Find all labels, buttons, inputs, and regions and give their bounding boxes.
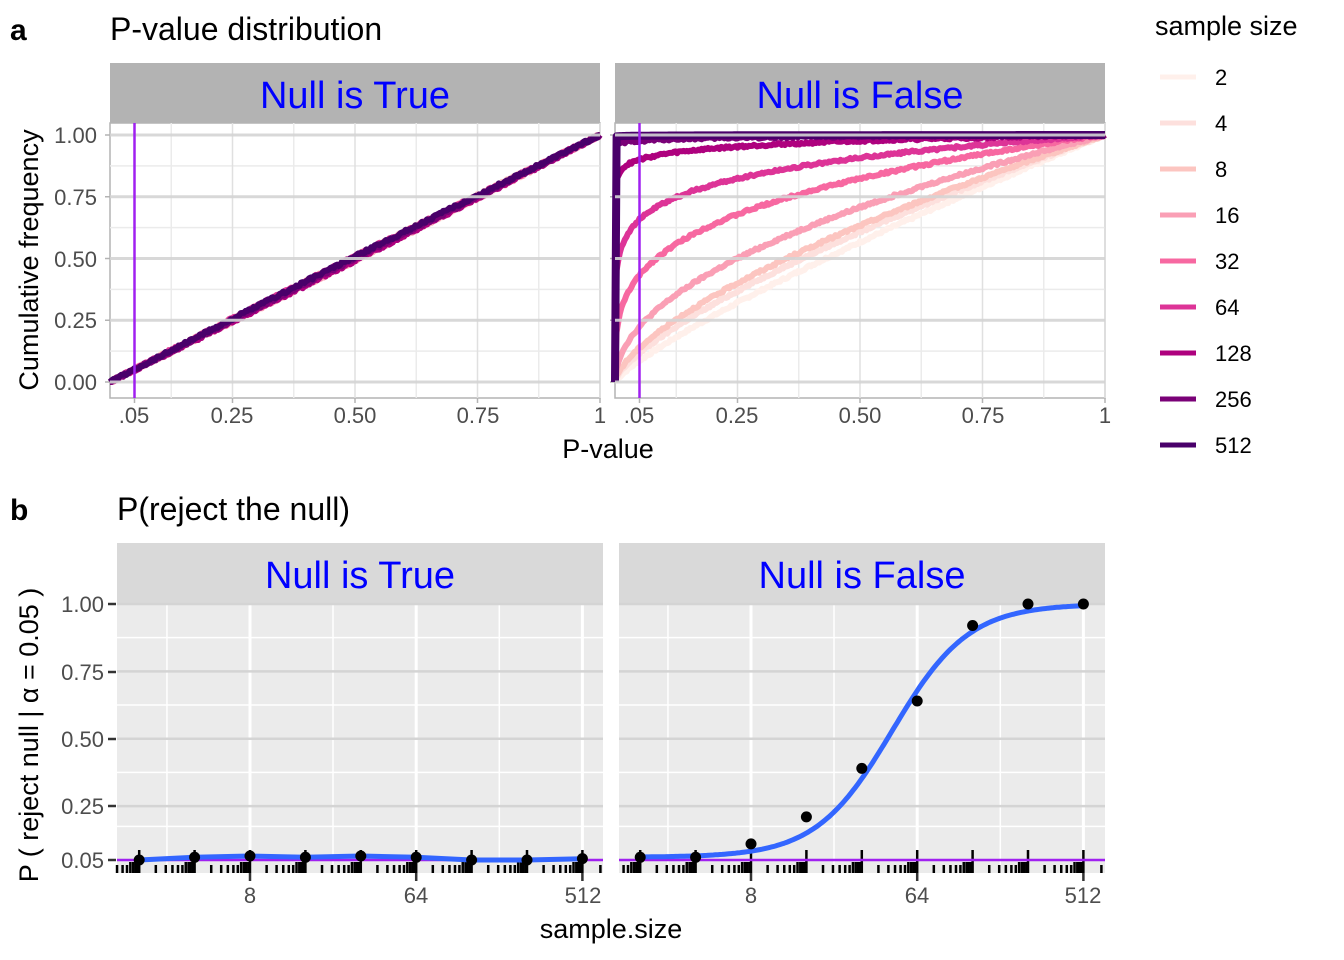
panel-b-letter: b [10, 494, 28, 527]
data-point [576, 853, 588, 865]
legend: 2 4 8 16 32 64 128 256 512 [1160, 65, 1252, 458]
plot-area-null-true-b [115, 602, 603, 881]
data-point [1077, 598, 1089, 610]
x-axis-ticks-b-right: 8 64 512 [745, 883, 1101, 908]
legend-label: 32 [1215, 249, 1239, 274]
cdf-line [612, 132, 1108, 383]
xtick: 1 [594, 403, 606, 428]
ytick: 0.05 [61, 848, 104, 873]
xtick: 64 [905, 883, 929, 908]
y-axis-label-a: Cumulative frequency [14, 129, 44, 391]
y-axis-ticks-b: 0.05 0.25 0.50 0.75 1.00 [61, 592, 104, 873]
xtick: 0.25 [211, 403, 254, 428]
facet-title-null-false-a: Null is False [757, 75, 964, 117]
data-point [410, 851, 422, 863]
facet-strip-null-false-b [619, 543, 1105, 603]
y-axis-tick-marks-b [108, 602, 116, 862]
plot-area-null-true-a [105, 122, 603, 403]
data-point [690, 851, 702, 863]
cdf-line [612, 132, 1107, 383]
x-axis-label-a: P-value [562, 434, 654, 464]
ytick: 0.50 [54, 247, 97, 272]
ytick: 1.00 [61, 592, 104, 617]
cdf-line [612, 132, 1107, 383]
facet-title-null-true-a: Null is True [260, 75, 450, 117]
facet-strip-null-false-a [615, 63, 1105, 123]
xtick: 8 [244, 883, 256, 908]
legend-label: 2 [1215, 65, 1227, 90]
plot-area-null-false-a [610, 122, 1108, 403]
legend-label: 512 [1215, 433, 1252, 458]
legend-label: 8 [1215, 157, 1227, 182]
x-axis-ticks-b-left: 8 64 512 [244, 883, 601, 908]
data-point [189, 851, 201, 863]
data-point [856, 762, 868, 774]
ytick: 0.25 [54, 308, 97, 333]
legend-label: 4 [1215, 111, 1227, 136]
panel-a-letter: a [10, 14, 27, 47]
x-axis-ticks-a-left: .05 0.25 0.50 0.75 1 [119, 403, 606, 428]
data-point [244, 850, 256, 862]
data-point [634, 851, 646, 863]
cdf-line [612, 132, 1107, 383]
data-point [133, 854, 145, 866]
data-point [1022, 598, 1034, 610]
legend-label: 256 [1215, 387, 1252, 412]
x-axis-label-b: sample.size [540, 914, 683, 944]
xtick: 0.50 [839, 403, 882, 428]
xtick: 512 [565, 883, 602, 908]
xtick: .05 [119, 403, 150, 428]
legend-label: 64 [1215, 295, 1239, 320]
facet-strip-null-true-a [110, 63, 600, 123]
facet-strip-null-true-b [117, 543, 603, 603]
xtick: 0.50 [334, 403, 377, 428]
cdf-line [612, 132, 1107, 384]
ytick: 0.50 [61, 727, 104, 752]
facet-title-null-false-b: Null is False [759, 555, 966, 597]
panel-a-title: P-value distribution [110, 11, 382, 47]
y-axis-ticks-a: 0.00 0.25 0.50 0.75 1.00 [54, 123, 97, 395]
panel-b-title: P(reject the null) [117, 491, 350, 527]
data-point [521, 854, 533, 866]
data-point [967, 620, 979, 632]
data-point [466, 854, 478, 866]
data-point [745, 838, 757, 850]
xtick: 64 [404, 883, 428, 908]
cdf-line [107, 132, 602, 385]
cdf-line [612, 132, 1107, 383]
data-point [355, 850, 367, 862]
ytick: 0.25 [61, 794, 104, 819]
legend-label: 128 [1215, 341, 1252, 366]
ytick: 0.75 [61, 660, 104, 685]
ytick: 0.00 [54, 370, 97, 395]
y-axis-label-b: P ( reject null | α = 0.05 ) [14, 588, 44, 883]
plot-area-null-false-b [619, 598, 1105, 881]
data-point [299, 851, 311, 863]
data-point [800, 811, 812, 823]
xtick: 0.25 [716, 403, 759, 428]
xtick: 0.75 [962, 403, 1005, 428]
legend-title: sample size [1155, 11, 1298, 41]
xtick: 0.75 [457, 403, 500, 428]
xtick: .05 [624, 403, 655, 428]
xtick: 8 [745, 883, 757, 908]
ytick: 0.75 [54, 185, 97, 210]
legend-label: 16 [1215, 203, 1239, 228]
x-axis-ticks-a-right: .05 0.25 0.50 0.75 1 [624, 403, 1111, 428]
ytick: 1.00 [54, 123, 97, 148]
xtick: 512 [1065, 883, 1102, 908]
xtick: 1 [1099, 403, 1111, 428]
data-point [911, 695, 923, 707]
facet-title-null-true-b: Null is True [265, 555, 455, 597]
smooth-fit-line [639, 603, 1084, 860]
